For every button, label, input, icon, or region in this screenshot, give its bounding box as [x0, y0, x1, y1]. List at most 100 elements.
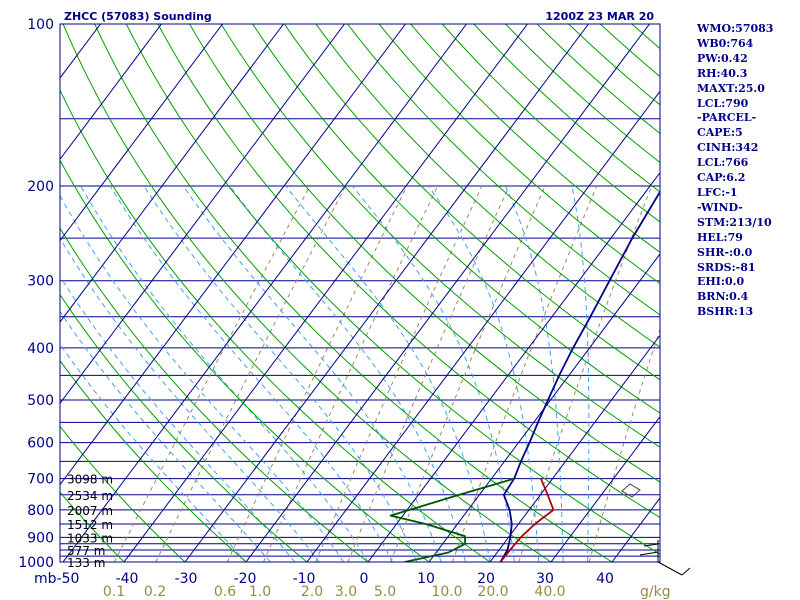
- mixing-ratio-0.6: [226, 185, 408, 562]
- pressure-tick-label: 200: [27, 179, 54, 195]
- dry-adiabat-140: [410, 24, 660, 254]
- pressure-tick-label: 900: [27, 530, 54, 546]
- mixing-ratio-tick-label: 10.0: [431, 584, 462, 600]
- isotherm--50: [62, 24, 467, 562]
- moist-adiabat-24: [352, 185, 515, 562]
- mixing-ratio-10: [452, 185, 598, 562]
- pressure-tick-label: 300: [27, 274, 54, 290]
- temperature-tick-label: -10: [293, 571, 316, 587]
- dry-adiabat-20: [60, 88, 491, 562]
- dry-adiabat-150: [441, 24, 660, 223]
- stat-rh: RH:40.3: [697, 66, 748, 80]
- stat-cap: CAP:6.2: [697, 171, 746, 185]
- height-label: 1512 m: [67, 518, 113, 532]
- pressure-tick-label: 1000: [18, 555, 54, 571]
- stat-hel: HEL:79: [697, 230, 743, 244]
- isotherm--10: [306, 90, 660, 562]
- wind-barb-flag: [681, 567, 691, 576]
- mixing-ratio-tick-label: 0.2: [144, 584, 166, 600]
- stat-pw: PW:0.42: [697, 51, 748, 65]
- pressure-tick-label: 700: [27, 472, 54, 488]
- stat-wmo: WMO:57083: [697, 22, 774, 35]
- temperature-tick-label: 20: [477, 571, 495, 587]
- height-label: 133 m: [67, 556, 105, 570]
- sounding-trace-1: [499, 190, 660, 562]
- wind-barb-950: [643, 543, 659, 547]
- stat-ehi: EHI:0.0: [697, 275, 745, 289]
- mixing-ratio-tick-label: 5.0: [374, 584, 396, 600]
- chart-subtitle: 1200Z 23 MAR 20: [545, 10, 654, 23]
- dry-adiabat-70: [189, 24, 660, 483]
- dry-adiabat-160: [473, 24, 660, 193]
- pressure-tick-label: 100: [27, 17, 54, 33]
- sounding-trace-3: [389, 477, 515, 562]
- isotherm--20: [245, 24, 650, 562]
- isotherm--80: [60, 24, 284, 323]
- stat-lcl: LCL:790: [697, 96, 749, 110]
- dry-adiabat-170: [505, 24, 660, 164]
- temperature-tick-label: 30: [536, 571, 554, 587]
- temperature-tick-label: 10: [417, 571, 435, 587]
- dry-adiabat-80: [220, 24, 660, 448]
- moist-adiabat--8: [60, 237, 320, 562]
- height-label: 2534 m: [67, 489, 113, 503]
- stat-cape: CAPE:5: [697, 126, 743, 140]
- dry-adiabat--20: [60, 359, 247, 562]
- stat-wind: -WIND-: [697, 200, 743, 214]
- stat-lfc: LFC:-1: [697, 185, 738, 199]
- mixing-ratio-tick-label: 1.0: [249, 584, 271, 600]
- dry-adiabat-lines: [60, 24, 660, 562]
- mixing-ratio-lines: [113, 185, 660, 562]
- pressure-unit-label: mb: [34, 571, 57, 587]
- isotherm--60: [60, 24, 406, 486]
- mixing-ratio-1: [263, 185, 439, 562]
- dry-adiabat--30: [60, 425, 186, 562]
- dry-adiabat-180: [536, 24, 660, 135]
- dry-adiabat-60: [157, 24, 660, 519]
- moist-adiabat--20: [60, 343, 247, 562]
- stat-maxt: MAXT:25.0: [697, 81, 765, 95]
- pressure-tick-label: 600: [27, 436, 54, 452]
- height-label: 3098 m: [67, 473, 113, 487]
- wind-barb-surface: [657, 561, 683, 576]
- mixing-ratio-tick-label: 2.0: [301, 584, 323, 600]
- isotherm-10: [428, 253, 660, 562]
- dry-adiabat-10: [60, 159, 430, 562]
- mixing-ratio-2: [315, 185, 483, 562]
- moist-adiabat-8: [143, 185, 418, 562]
- dry-adiabat-0: [60, 227, 369, 562]
- isotherm--100: [60, 24, 162, 161]
- mixing-ratio-tick-label: 0.1: [103, 584, 125, 600]
- height-label: 2007 m: [67, 504, 113, 518]
- temperature-tick-label: -40: [116, 571, 139, 587]
- pressure-tick-label: 800: [27, 503, 54, 519]
- height-label: 1033 m: [67, 531, 113, 545]
- mixing-ratio-tick-label: 40.0: [534, 584, 565, 600]
- stat-lcl2: LCL:766: [697, 156, 749, 170]
- isotherm-lines: [60, 24, 660, 562]
- temperature-tick-label: 0: [360, 571, 369, 587]
- stat-wb0: WB0:764: [697, 36, 754, 50]
- dry-adiabat-100: [283, 24, 660, 381]
- mixing-ratio-20: [518, 185, 653, 562]
- sounding-traces: [389, 190, 660, 562]
- pressure-tick-label: 500: [27, 393, 54, 409]
- mixing-ratio-tick-label: 0.6: [214, 584, 236, 600]
- mixing-ratio-tick-label: 3.0: [335, 584, 357, 600]
- mixing-ratio-40: [588, 327, 660, 562]
- sounding-trace-2: [499, 478, 555, 562]
- wind-barb-975: [639, 551, 659, 556]
- stat-stm: STM:213/10: [697, 215, 772, 229]
- isotherm--70: [60, 24, 345, 405]
- stat-bshr: BSHR:13: [697, 305, 754, 319]
- temperature-tick-label: 40: [596, 571, 614, 587]
- isotherm-30: [550, 415, 660, 562]
- stat-cinh: CINH:342: [697, 141, 759, 155]
- moist-adiabat-12: [182, 185, 442, 562]
- moist-adiabat-28: [428, 185, 540, 562]
- mixing-ratio-0.2: [155, 185, 347, 562]
- temperature-tick-label: -50: [57, 571, 80, 587]
- moist-adiabat-20: [285, 185, 491, 562]
- moist-adiabat--12: [60, 275, 296, 562]
